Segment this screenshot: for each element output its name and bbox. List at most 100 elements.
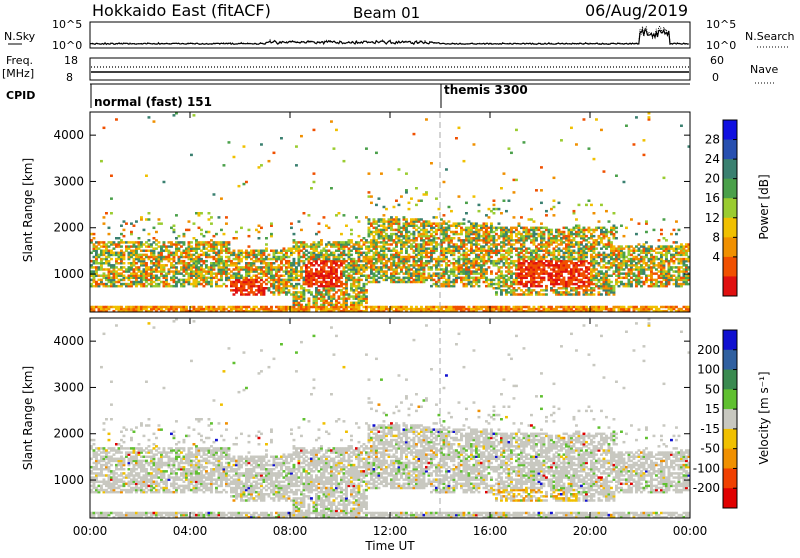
power-cell (228, 264, 231, 266)
power-cell (515, 272, 518, 274)
power-cell (545, 210, 548, 212)
power-cell (313, 172, 316, 174)
power-cell (588, 272, 591, 274)
power-cell (380, 254, 383, 256)
power-cell (618, 281, 621, 283)
power-cell (355, 293, 358, 295)
power-cell (493, 283, 496, 285)
power-cell (335, 300, 338, 302)
power-cell (613, 258, 616, 260)
power-cell (428, 272, 431, 274)
power-cell (198, 212, 201, 214)
power-cell (590, 268, 593, 270)
power-cell (395, 229, 398, 231)
power-cell (130, 262, 133, 264)
power-cell (393, 268, 396, 270)
power-cell (360, 279, 363, 281)
power-cell (515, 260, 518, 262)
power-cell (363, 237, 366, 239)
power-cell (413, 250, 416, 252)
power-cell (340, 233, 343, 235)
power-cell (498, 227, 501, 229)
power-cell (338, 289, 341, 291)
power-cell (595, 118, 598, 120)
power-cell (190, 154, 193, 156)
power-cell (333, 252, 336, 254)
power-cell (165, 306, 168, 308)
power-cell (623, 283, 626, 285)
power-cell (533, 227, 536, 229)
power-cell (143, 250, 146, 252)
power-cell (545, 214, 548, 216)
power-cell (523, 235, 526, 237)
power-cell (110, 250, 113, 252)
power-cell (188, 262, 191, 264)
power-cell (115, 266, 118, 268)
power-cell (600, 283, 603, 285)
power-cell (218, 279, 221, 281)
power-cell (290, 247, 293, 249)
power-cell (208, 254, 211, 256)
power-cell (478, 229, 481, 231)
power-cell (203, 275, 206, 277)
power-cell (325, 250, 328, 252)
power-cell (170, 258, 173, 260)
power-cell (203, 235, 206, 237)
power-cell (268, 262, 271, 264)
power-cell (215, 241, 218, 243)
power-cell (450, 285, 453, 287)
power-cell (500, 306, 503, 308)
power-cell (618, 285, 621, 287)
power-cell (585, 239, 588, 241)
power-cell (140, 254, 143, 256)
power-cell (528, 281, 531, 283)
power-cell (505, 250, 508, 252)
power-cell (400, 195, 403, 197)
power-cell (245, 181, 248, 183)
power-cell (113, 247, 116, 249)
power-cell (318, 231, 321, 233)
power-cell (123, 235, 126, 237)
power-cell (465, 227, 468, 229)
power-cell (590, 243, 593, 245)
power-cell (248, 306, 251, 308)
power-cell (283, 279, 286, 281)
power-cell (100, 250, 103, 252)
power-cell (490, 247, 493, 249)
power-cell (423, 239, 426, 241)
power-cell (138, 237, 141, 239)
power-cell (435, 237, 438, 239)
power-cell (370, 231, 373, 233)
power-cell (360, 264, 363, 266)
power-cell (305, 258, 308, 260)
power-cell (458, 237, 461, 239)
power-cell (413, 133, 416, 135)
power-cell (358, 241, 361, 243)
power-cell (250, 262, 253, 264)
power-cell (433, 222, 436, 224)
power-cell (620, 281, 623, 283)
power-cell (193, 306, 196, 308)
power-cell (473, 285, 476, 287)
power-cell (538, 306, 541, 308)
freq-tick-bottom: 8 (66, 71, 73, 84)
power-cell (535, 291, 538, 293)
power-cell (325, 300, 328, 302)
power-cell (575, 287, 578, 289)
power-cell (268, 277, 271, 279)
power-cell (125, 241, 128, 243)
power-cell (305, 250, 308, 252)
power-cell (235, 231, 238, 233)
power-cell (558, 229, 561, 231)
power-cell (473, 243, 476, 245)
power-cell (620, 277, 623, 279)
power-cell (388, 266, 391, 268)
power-cell (195, 308, 198, 310)
power-cell (530, 239, 533, 241)
power-cell (283, 254, 286, 256)
power-cell (593, 275, 596, 277)
power-cell (305, 304, 308, 306)
power-cell (128, 252, 131, 254)
power-cell (328, 270, 331, 272)
power-cell (495, 208, 498, 210)
